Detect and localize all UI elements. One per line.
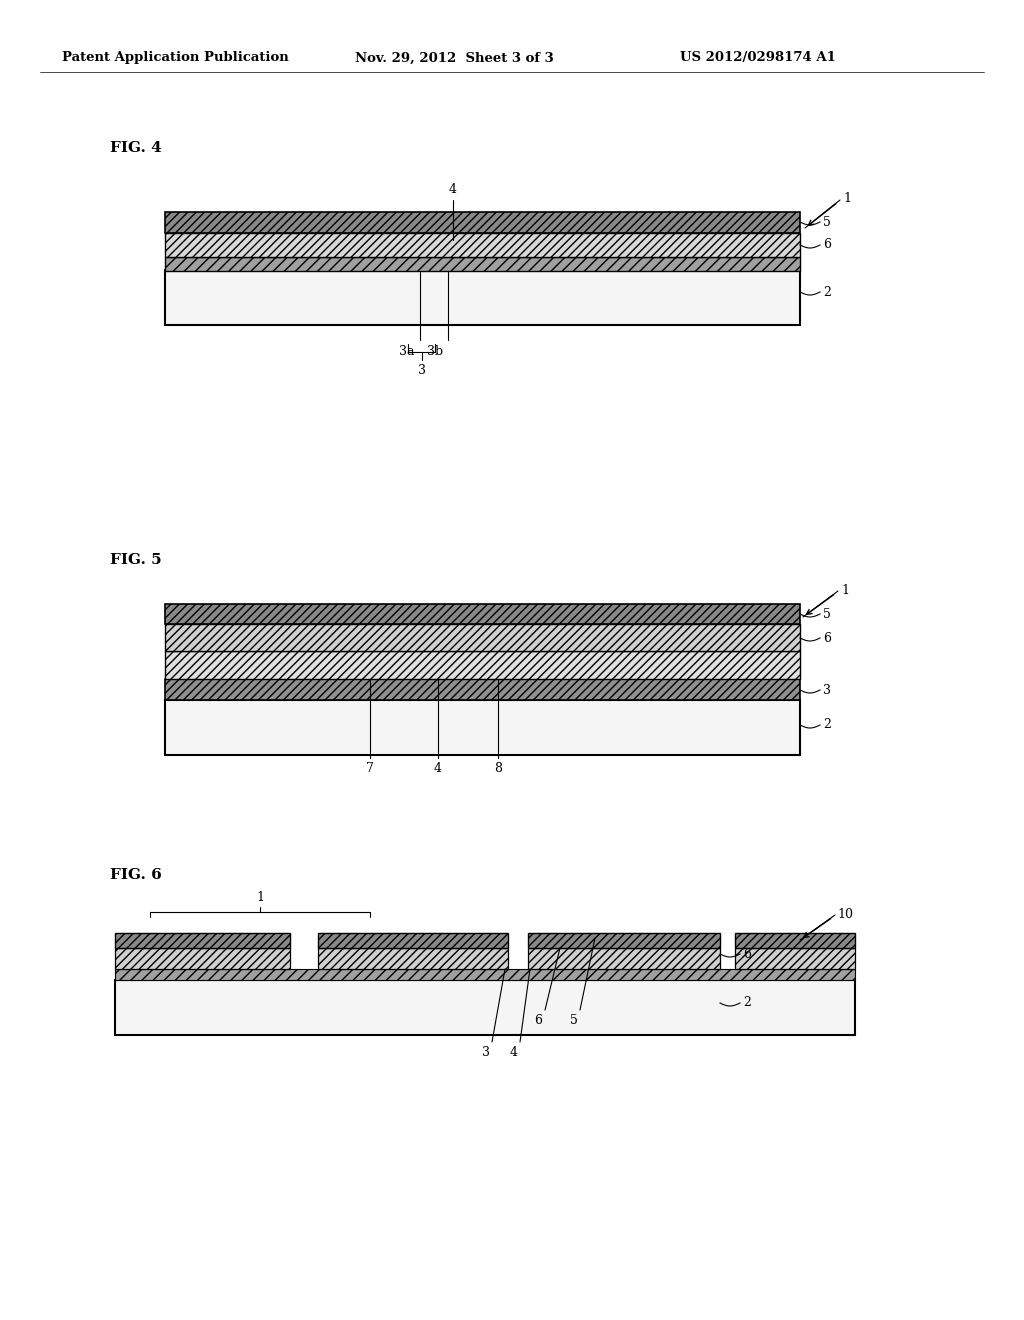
- Text: 1: 1: [256, 891, 264, 904]
- Text: Nov. 29, 2012  Sheet 3 of 3: Nov. 29, 2012 Sheet 3 of 3: [355, 51, 554, 65]
- Bar: [165, 678, 800, 700]
- Text: US 2012/0298174 A1: US 2012/0298174 A1: [680, 51, 836, 65]
- Bar: [115, 969, 855, 979]
- Bar: [115, 979, 855, 1035]
- Bar: [735, 933, 855, 948]
- Text: 10: 10: [837, 908, 853, 920]
- Bar: [165, 700, 800, 755]
- Bar: [165, 234, 800, 257]
- Text: 4: 4: [449, 183, 457, 195]
- Text: 7: 7: [366, 762, 374, 775]
- Text: 5: 5: [823, 607, 830, 620]
- Bar: [318, 933, 508, 948]
- Bar: [115, 948, 290, 969]
- Text: 4: 4: [434, 762, 442, 775]
- Text: 3: 3: [823, 684, 831, 697]
- Text: 3a: 3a: [399, 345, 415, 358]
- Text: FIG. 4: FIG. 4: [110, 141, 162, 154]
- Text: 5: 5: [823, 215, 830, 228]
- Bar: [318, 948, 508, 969]
- Bar: [735, 948, 855, 969]
- Bar: [165, 624, 800, 651]
- Text: 5: 5: [570, 1014, 578, 1027]
- Bar: [165, 213, 800, 234]
- Text: 2: 2: [823, 718, 830, 731]
- Text: 8: 8: [494, 762, 502, 775]
- Bar: [528, 933, 720, 948]
- Text: 4: 4: [510, 1045, 518, 1059]
- Text: 3: 3: [418, 364, 426, 378]
- Text: Patent Application Publication: Patent Application Publication: [62, 51, 289, 65]
- Text: 6: 6: [534, 1014, 542, 1027]
- Text: 1: 1: [843, 191, 851, 205]
- Text: 6: 6: [823, 239, 831, 252]
- Text: 1: 1: [841, 583, 849, 597]
- Bar: [165, 651, 800, 678]
- Text: 3: 3: [482, 1045, 490, 1059]
- Text: 6: 6: [823, 631, 831, 644]
- Text: 2: 2: [823, 285, 830, 298]
- Bar: [165, 605, 800, 624]
- Bar: [528, 948, 720, 969]
- Bar: [165, 257, 800, 271]
- Bar: [115, 933, 290, 948]
- Text: 3b: 3b: [427, 345, 443, 358]
- Text: 2: 2: [743, 997, 751, 1010]
- Text: FIG. 6: FIG. 6: [110, 869, 162, 882]
- Text: FIG. 5: FIG. 5: [110, 553, 162, 568]
- Bar: [165, 271, 800, 325]
- Text: 6: 6: [743, 948, 751, 961]
